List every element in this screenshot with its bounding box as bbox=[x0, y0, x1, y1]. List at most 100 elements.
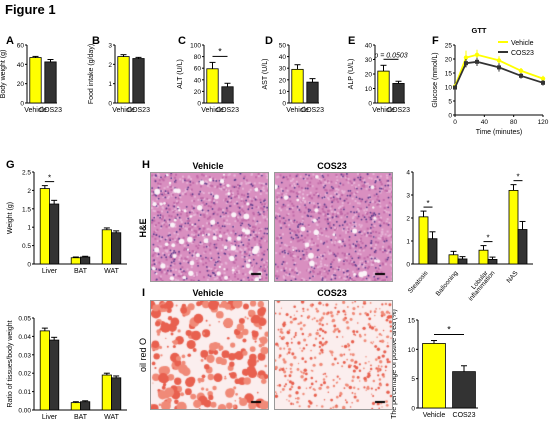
G2-ytick-label: 0.01 bbox=[18, 389, 31, 396]
G1-ytick-label: 1.5 bbox=[22, 206, 31, 213]
G1-bar-vehicle bbox=[101, 229, 112, 265]
G2-ytick-label: 0.03 bbox=[18, 352, 31, 359]
I-ytick-label: 15 bbox=[408, 318, 416, 325]
I-sig-label: * bbox=[447, 325, 451, 335]
F-xtick-label: 40 bbox=[481, 119, 489, 126]
G2-xtick-label: BAT bbox=[74, 414, 88, 421]
F-ytick-label: 15 bbox=[445, 71, 453, 78]
A-xtick-label: COS23 bbox=[39, 107, 62, 114]
B-ytick-label: 0 bbox=[108, 101, 112, 108]
G2-bar-cos23 bbox=[80, 401, 91, 411]
G1-xtick-label: BAT bbox=[74, 268, 88, 275]
G1-xtick-label: WAT bbox=[104, 268, 119, 275]
G1-ytick-label: 2 bbox=[27, 188, 31, 195]
G1-bar-vehicle bbox=[70, 257, 81, 265]
E-ytick-label: 30 bbox=[365, 57, 373, 64]
B-ylabel: Food intake (g/day) bbox=[88, 44, 95, 104]
F-xtick-label: 120 bbox=[538, 119, 549, 126]
H-xtick-label: NAS bbox=[506, 269, 520, 284]
H-sig-label: * bbox=[486, 234, 489, 243]
F-xtick-label: 0 bbox=[453, 119, 457, 126]
E-ytick-label: 0 bbox=[368, 101, 372, 108]
H-bar-vehicle bbox=[418, 216, 429, 265]
F-ytick-label: 0 bbox=[448, 113, 452, 120]
C-ytick-label: 80 bbox=[194, 54, 202, 61]
F-line-cos23 bbox=[454, 60, 544, 88]
oro-row-label: oil red O bbox=[138, 338, 148, 372]
G1-bar-vehicle bbox=[39, 188, 50, 265]
G2-xtick-label: WAT bbox=[104, 414, 119, 421]
E-bar-vehicle bbox=[377, 70, 390, 104]
G1-panel-letter: G bbox=[6, 159, 15, 171]
I-panel-letter: I bbox=[142, 287, 145, 299]
F-point-cos23 bbox=[497, 65, 501, 70]
figure-title: Figure 1 bbox=[5, 2, 56, 17]
F-point-cos23 bbox=[519, 73, 523, 78]
G2-bar-cos23 bbox=[111, 377, 122, 411]
F-point-vehicle bbox=[474, 52, 480, 57]
I-ytick-label: 5 bbox=[411, 376, 415, 383]
F-point-cos23 bbox=[475, 59, 479, 64]
F-point-vehicle bbox=[540, 76, 546, 81]
C-ytick-label: 0 bbox=[197, 101, 201, 108]
D-ytick-label: 20 bbox=[279, 77, 287, 84]
B-panel-letter: B bbox=[92, 35, 100, 47]
D-xtick-label: COS23 bbox=[301, 107, 324, 114]
I-ytick-label: 10 bbox=[408, 347, 416, 354]
H-bar-cos23 bbox=[517, 229, 528, 265]
D-bar-vehicle bbox=[291, 68, 304, 104]
I-xtick-label: Vehicle bbox=[423, 412, 446, 419]
F-xtick-label: 80 bbox=[510, 119, 518, 126]
A-bar-cos23 bbox=[44, 61, 57, 104]
B-ytick-label: 3 bbox=[108, 43, 112, 50]
F-point-vehicle bbox=[518, 68, 524, 73]
A-xtick-label: Vehicle bbox=[24, 107, 47, 114]
G1-ytick-label: 0 bbox=[27, 262, 31, 269]
H-ytick-label: 3 bbox=[406, 193, 410, 200]
he-cos23-label: COS23 bbox=[317, 161, 347, 171]
E-xtick-label: COS23 bbox=[387, 107, 410, 114]
F-point-cos23 bbox=[464, 61, 468, 66]
C-panel-letter: C bbox=[178, 35, 186, 47]
F-xlabel: Time (minutes) bbox=[476, 129, 522, 136]
G1-ytick-label: 0.5 bbox=[22, 243, 31, 250]
G2-bar-vehicle bbox=[101, 374, 112, 411]
H-bar-cos23 bbox=[487, 258, 498, 265]
G2-ytick-label: 0.04 bbox=[18, 334, 31, 341]
oro-cos23-label: COS23 bbox=[317, 288, 347, 298]
A-ytick-label: 0 bbox=[20, 101, 24, 108]
he-cos23-micrograph bbox=[274, 172, 393, 282]
E-ytick-label: 40 bbox=[365, 43, 373, 50]
G1-ylabel: Weight (g) bbox=[7, 202, 14, 234]
he-vehicle-micrograph bbox=[150, 172, 269, 282]
G2-ytick-label: 0.02 bbox=[18, 371, 31, 378]
E-xtick-label: Vehicle bbox=[372, 107, 395, 114]
H-bar-vehicle bbox=[478, 249, 489, 265]
D-ytick-label: 10 bbox=[279, 89, 287, 96]
C-ytick-label: 40 bbox=[194, 77, 202, 84]
A-bar-vehicle bbox=[29, 57, 42, 104]
G2-bar-cos23 bbox=[49, 339, 60, 411]
G1-bar-cos23 bbox=[80, 256, 91, 265]
F-legend-label: COS23 bbox=[511, 50, 534, 57]
C-ylabel: ALT (U/L) bbox=[177, 59, 184, 89]
C-xtick-label: COS23 bbox=[216, 107, 239, 114]
G2-bar-vehicle bbox=[39, 330, 50, 411]
C-ytick-label: 100 bbox=[190, 43, 201, 50]
F-point-cos23 bbox=[453, 85, 457, 90]
H-panel-letter: H bbox=[142, 159, 150, 171]
D-ytick-label: 40 bbox=[279, 54, 287, 61]
E-ytick-label: 20 bbox=[365, 72, 373, 79]
B-bar-vehicle bbox=[117, 56, 130, 104]
B-xtick-label: Vehicle bbox=[112, 107, 135, 114]
H-sig-label: * bbox=[516, 173, 519, 182]
H-ytick-label: 1 bbox=[406, 239, 410, 246]
E-ylabel: ALP (U/L) bbox=[348, 59, 355, 90]
B-ytick-label: 2 bbox=[108, 62, 112, 69]
oro-vehicle-micrograph bbox=[150, 300, 269, 410]
C-bar-vehicle bbox=[206, 68, 219, 104]
A-ytick-label: 20 bbox=[17, 81, 25, 88]
H-ytick-label: 2 bbox=[406, 216, 410, 223]
he-vehicle-label: Vehicle bbox=[192, 161, 223, 171]
